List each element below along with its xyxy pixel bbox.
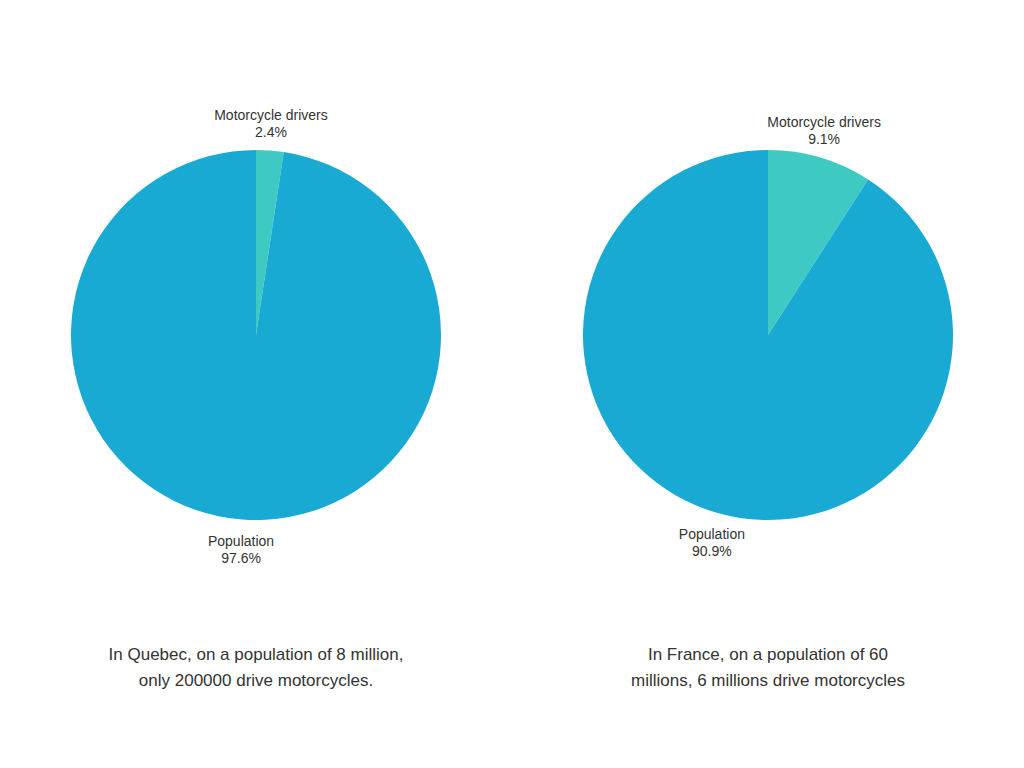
chart-root: Motorcycle drivers2.4%Population97.6%In …	[0, 0, 1024, 768]
pie-chart: Motorcycle drivers9.1% Population90.9% In …	[583, 114, 953, 690]
slice-value-label: 9.1%	[808, 131, 840, 147]
annotation: millions, 6 millions drive motorcycles	[631, 671, 905, 690]
slice-category-label: Motorcycle drivers	[767, 114, 881, 130]
slice-category-label: Population	[679, 526, 745, 542]
annotation: In France, on a population of 60	[648, 645, 888, 664]
slices	[583, 150, 953, 520]
slice-labels: Motorcycle drivers2.4% Population97.6%	[208, 107, 328, 567]
slice-category-label: Motorcycle drivers	[214, 107, 328, 123]
slice-value-label: 97.6%	[221, 550, 261, 566]
slices	[71, 150, 441, 520]
pie-slice	[71, 150, 441, 520]
annotation: only 200000 drive motorcycles.	[139, 671, 373, 690]
slice-value-label: 2.4%	[255, 124, 287, 140]
annotation: In Quebec, on a population of 8 million,	[109, 645, 404, 664]
pie-slice	[583, 150, 953, 520]
slice-labels: Motorcycle drivers9.1% Population90.9%	[679, 114, 881, 559]
slice-category-label: Population	[208, 533, 274, 549]
pie-chart: Motorcycle drivers2.4% Population97.6% In …	[71, 107, 441, 690]
slice-value-label: 90.9%	[692, 543, 732, 559]
